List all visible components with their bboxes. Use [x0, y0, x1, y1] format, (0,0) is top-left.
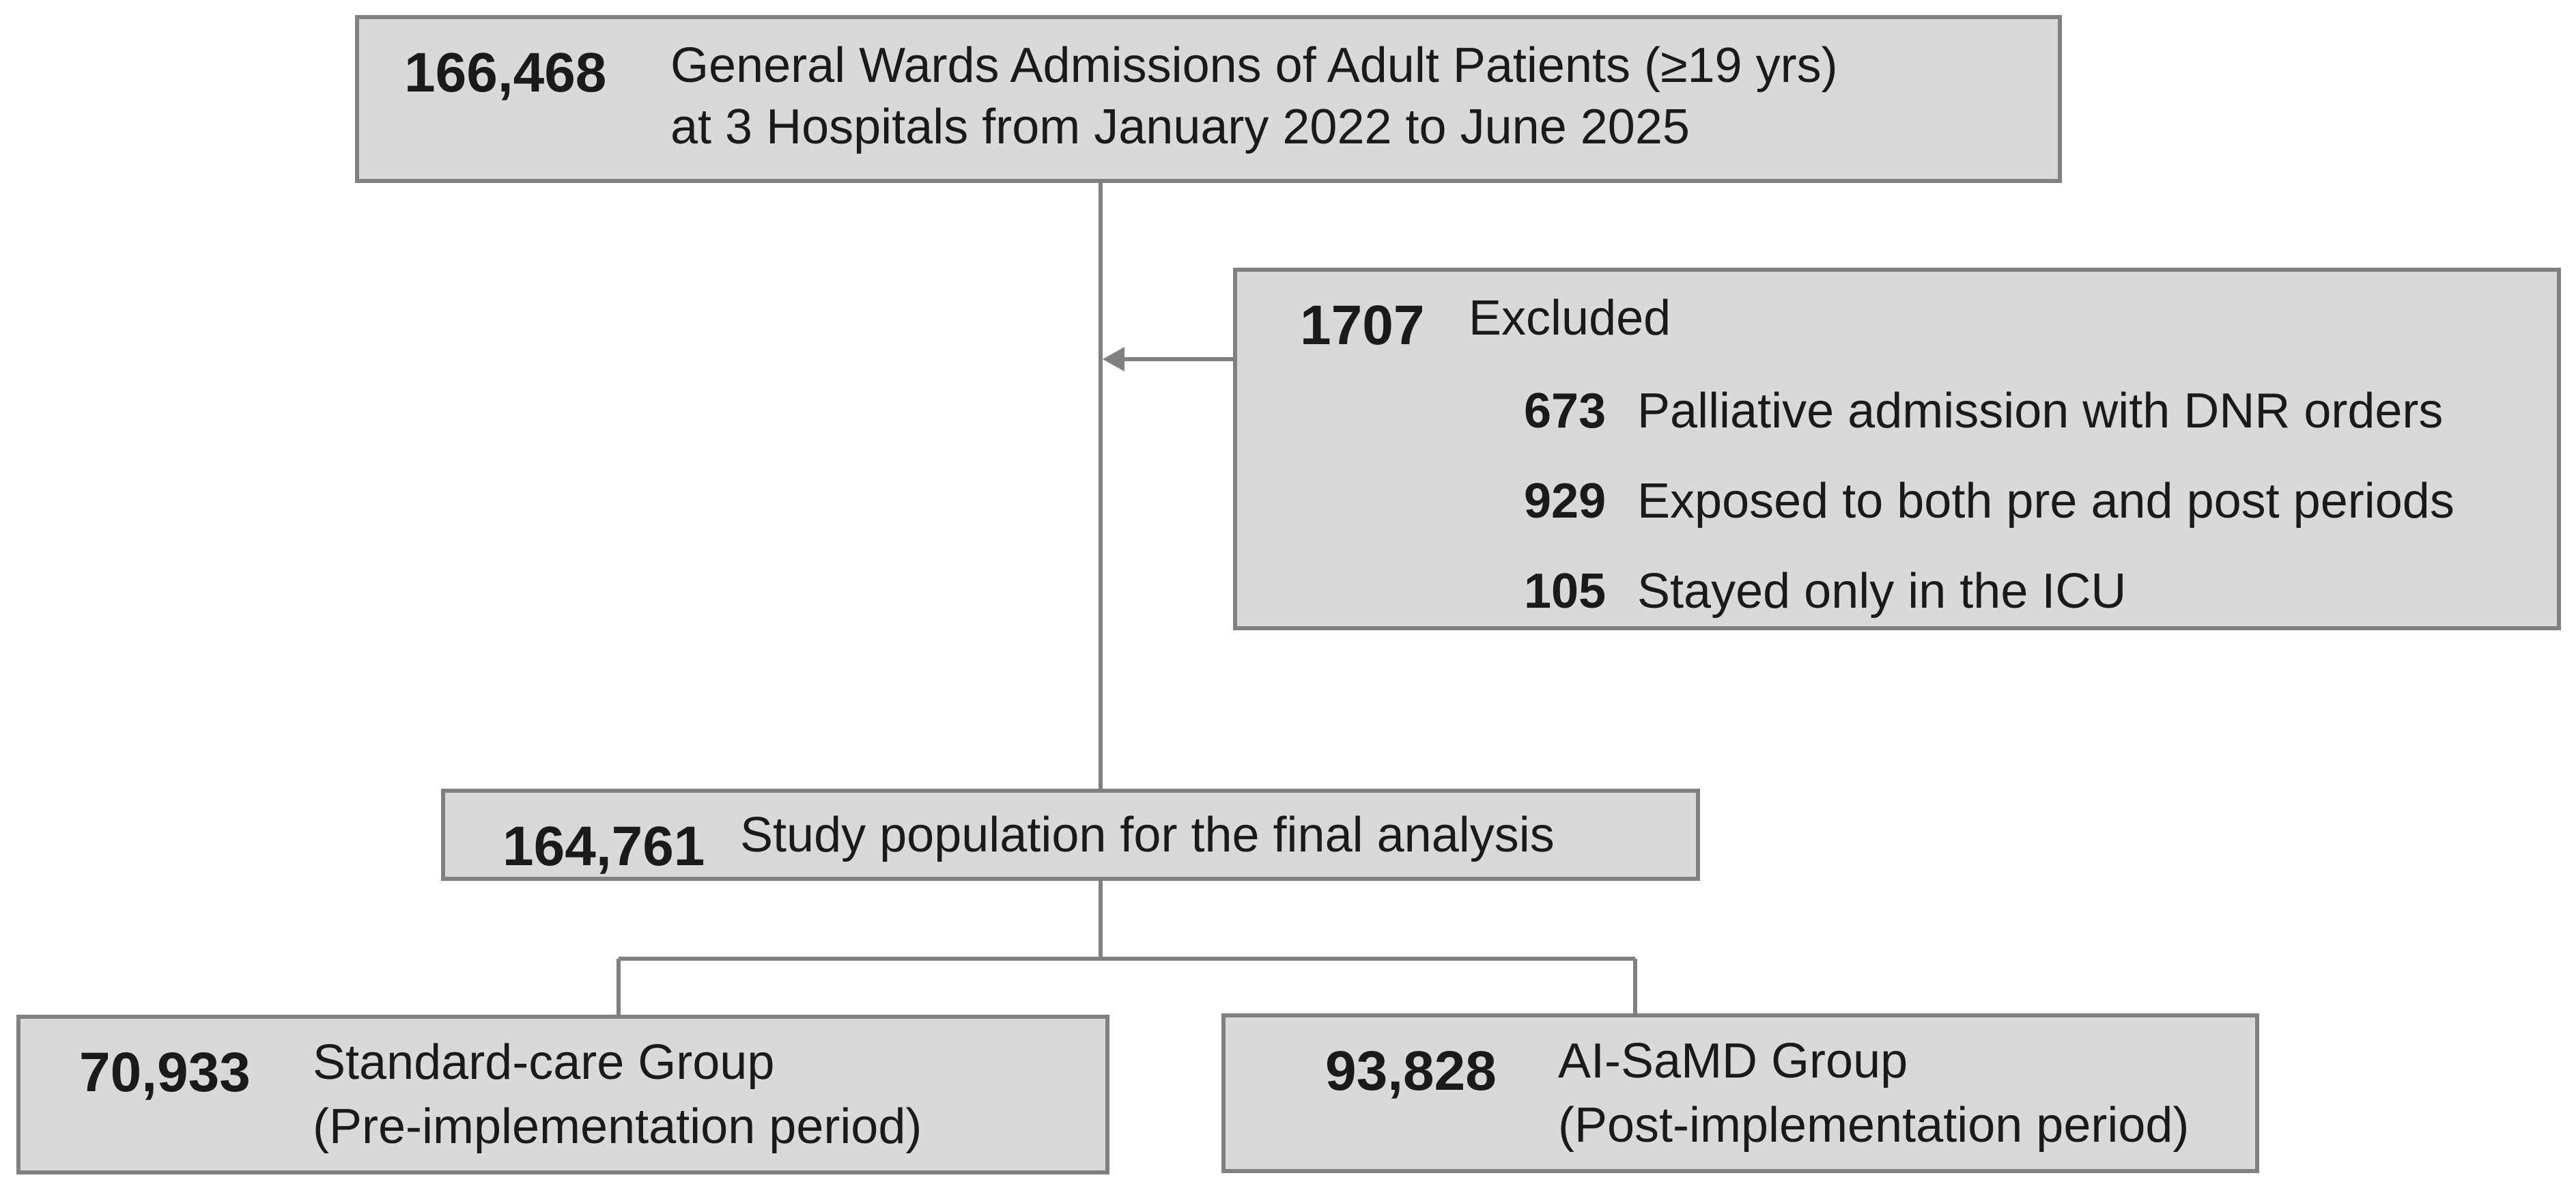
standard-care-group-box: 70,933 Standard-care Group (Pre-implemen…	[16, 1015, 1109, 1174]
excluded-reason-count: 105	[1524, 564, 1607, 619]
excluded-reason-label: Palliative admission with DNR orders	[1637, 384, 2444, 438]
ai-samd-line2: (Post-implementation period)	[1558, 1098, 2190, 1153]
total-admissions-box: 166,468 General Wards Admissions of Adul…	[355, 15, 2062, 183]
study-population-box: 164,761 Study population for the final a…	[441, 789, 1700, 881]
study-population-label: Study population for the final analysis	[740, 808, 1555, 862]
total-admissions-line1: General Wards Admissions of Adult Patien…	[670, 38, 1838, 93]
standard-care-count: 70,933	[79, 1041, 251, 1103]
standard-care-line1: Standard-care Group	[313, 1035, 775, 1090]
excluded-reason-label: Exposed to both pre and post periods	[1637, 474, 2454, 529]
excluded-reason-count: 673	[1524, 384, 1607, 438]
excluded-reason-count: 929	[1524, 474, 1607, 529]
excluded-label: Excluded	[1469, 291, 1671, 346]
total-admissions-line2: at 3 Hospitals from January 2022 to June…	[670, 100, 1690, 154]
excluded-reason-label: Stayed only in the ICU	[1637, 564, 2127, 619]
excluded-count: 1707	[1300, 294, 1425, 356]
ai-samd-group-box: 93,828 AI-SaMD Group (Post-implementatio…	[1221, 1013, 2259, 1173]
excluded-box: 1707 Excluded 673 Palliative admission w…	[1233, 268, 2561, 630]
total-admissions-count: 166,468	[404, 42, 607, 104]
study-population-count: 164,761	[503, 815, 705, 877]
ai-samd-line1: AI-SaMD Group	[1558, 1034, 1908, 1088]
ai-samd-count: 93,828	[1325, 1040, 1497, 1102]
standard-care-line2: (Pre-implementation period)	[313, 1099, 922, 1154]
exclusion-arrowhead	[1103, 347, 1124, 371]
